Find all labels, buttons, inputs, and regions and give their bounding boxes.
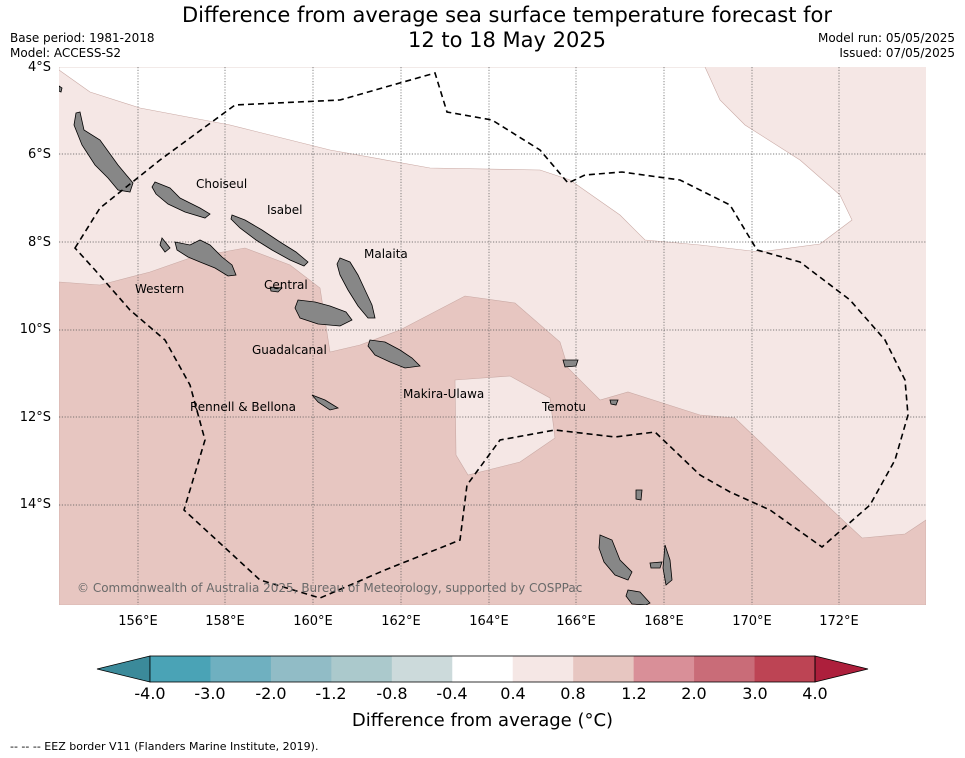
colorbar-cell [210,656,272,682]
lat-label-4s: 4°S [27,60,51,75]
colorbar-label-2: -2.0 [255,684,287,703]
lat-label-14s: 14°S [19,497,51,512]
island-vella [159,237,171,253]
region-label-guadalcanal: Guadalcanal [252,343,327,357]
colorbar-cell [331,656,393,682]
lon-label-170e: 170°E [732,614,772,629]
island-choiseul-chain [73,111,134,193]
colorbar-label-10: 3.0 [742,684,768,703]
lon-label-162e: 162°E [381,614,421,629]
island-santa-cruz [562,359,579,368]
colorbar-right-extension [814,655,869,683]
model-name: Model: ACCESS-S2 [10,46,122,60]
lon-label-172e: 172°E [819,614,859,629]
island-choiseul [151,181,211,219]
colorbar [96,655,869,683]
island-malaita [336,257,376,319]
sst-band-light-pocket [454,375,556,476]
issued-date: Issued: 07/05/2025 [839,46,955,60]
island-vanuatu-ambae [649,561,663,569]
lat-label-12s: 12°S [19,410,51,425]
island-rennell [311,394,340,411]
meta-right: Model run: 05/05/2025 Issued: 07/05/2025 [818,31,955,61]
region-label-makira-ulawa: Makira-Ulawa [403,387,485,401]
colorbar-title: Difference from average (°C) [351,710,614,731]
colorbar-cell [391,656,453,682]
region-label-temotu: Temotu [542,400,587,414]
region-label-choiseul: Choiseul [196,177,248,191]
colorbar-cell [270,656,332,682]
island-bougainville-tip [59,85,63,93]
colorbar-cell [512,656,574,682]
lat-label-10s: 10°S [19,322,51,337]
island-central [269,286,283,293]
copyright-text: © Commonwealth of Australia 2025, Bureau… [77,581,583,595]
eez-border [74,72,909,599]
lon-label-156e: 156°E [118,614,158,629]
lon-label-160e: 160°E [293,614,333,629]
colorbar-cell [573,656,635,682]
colorbar-cell [754,656,816,682]
colorbar-label-8: 1.2 [621,684,647,703]
colorbar-cell [452,656,514,682]
region-label-isabel: Isabel [267,203,303,217]
lat-label-8s: 8°S [27,235,51,250]
lat-label-6s: 6°S [27,147,51,162]
lon-label-164e: 164°E [469,614,509,629]
land-masses [59,85,673,605]
base-period: Base period: 1981-2018 [10,31,155,45]
title-line-2: 12 to 18 May 2025 [407,28,607,52]
island-vanuatu-espiritu [598,534,633,581]
region-label-central: Central [264,278,308,292]
title-line-1: Difference from average sea surface temp… [182,3,832,27]
colorbar-label-0: -4.0 [134,684,166,703]
model-run: Model run: 05/05/2025 [817,31,955,45]
region-label-rennell-bellona: Rennell & Bellona [190,400,297,414]
colorbar-cell [633,656,695,682]
graticule [59,67,926,605]
island-makira [367,339,421,369]
colorbar-label-4: -0.8 [376,684,408,703]
colorbar-label-6: 0.4 [500,684,526,703]
lon-label-166e: 166°E [556,614,596,629]
eez-footnote: -- -- -- EEZ border V11 (Flanders Marine… [10,740,319,753]
island-guadalcanal [294,299,353,327]
island-vanuatu-small [635,489,643,501]
colorbar-cells [150,656,816,682]
region-label-malaita: Malaita [364,247,408,261]
region-label-western: Western [135,282,185,296]
map-title: Difference from average sea surface temp… [0,3,965,53]
island-vanikoro [609,399,619,406]
colorbar-cell [150,656,211,682]
colorbar-label-1: -3.0 [194,684,226,703]
colorbar-label-9: 2.0 [681,684,707,703]
colorbar-left-extension [96,655,151,683]
lon-label-168e: 168°E [644,614,684,629]
island-vanuatu-north [662,544,673,586]
meta-left: Base period: 1981-2018 Model: ACCESS-S2 [10,31,155,61]
colorbar-label-3: -1.2 [315,684,347,703]
colorbar-label-7: 0.8 [560,684,586,703]
colorbar-frame [149,655,816,683]
lon-label-158e: 158°E [205,614,245,629]
island-vanuatu-malekula [625,589,651,605]
island-new-georgia [174,239,237,277]
colorbar-label-11: 4.0 [802,684,828,703]
colorbar-label-5: -0.4 [436,684,468,703]
colorbar-cell [694,656,756,682]
sst-band-neutral [59,67,853,253]
island-isabel [230,214,309,267]
